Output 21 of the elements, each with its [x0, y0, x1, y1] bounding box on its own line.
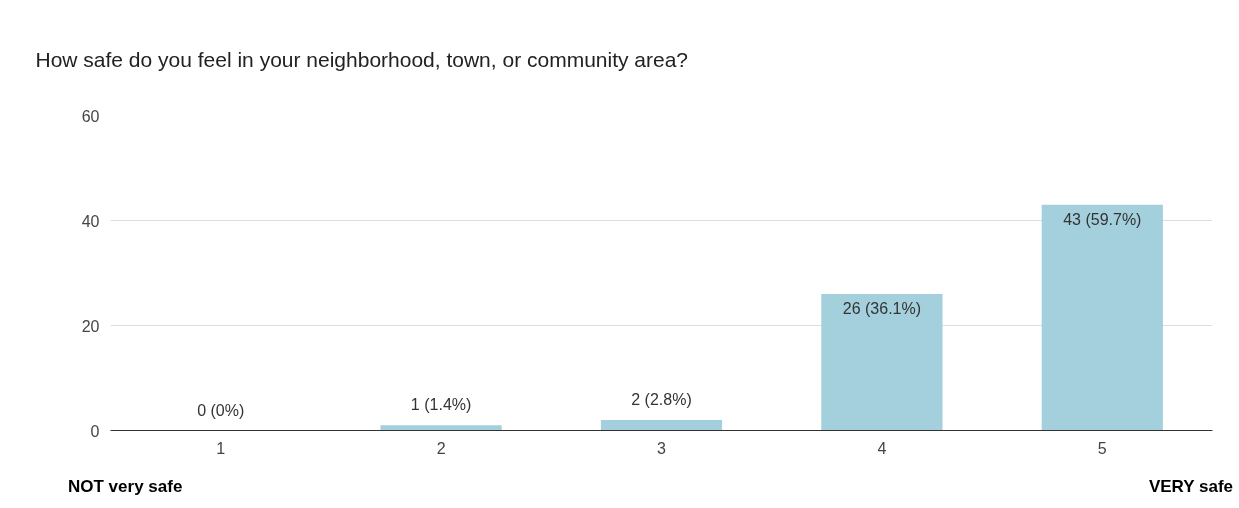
- x-tick-label: 3: [657, 439, 667, 457]
- x-tick-label: 2: [436, 439, 446, 457]
- bar: [821, 294, 943, 431]
- bar: [600, 420, 723, 431]
- y-tick-label: 0: [90, 422, 100, 440]
- x-tick-label: 5: [1097, 439, 1107, 457]
- text: VERY safe: [1148, 476, 1233, 498]
- data-label: 2 (2.8%): [631, 391, 692, 408]
- text: NOT very safe: [68, 476, 183, 498]
- data-label: 1 (1.4%): [410, 396, 472, 414]
- x-tick-label: 1: [216, 439, 226, 457]
- chart-title: How safe do you feel in your neighborhood, town, or community area?: [35, 47, 689, 71]
- x-tick-label: 4: [877, 439, 887, 457]
- y-tick-label: 20: [81, 317, 100, 335]
- y-tick-label: 40: [81, 212, 100, 230]
- data-label: 26 (36.1%): [842, 300, 922, 317]
- data-label: 0 (0%): [197, 401, 245, 419]
- bar: [1041, 204, 1163, 431]
- data-label: 43 (59.7%): [1063, 210, 1142, 228]
- bar: [380, 425, 502, 431]
- y-tick-label: 60: [81, 107, 100, 125]
